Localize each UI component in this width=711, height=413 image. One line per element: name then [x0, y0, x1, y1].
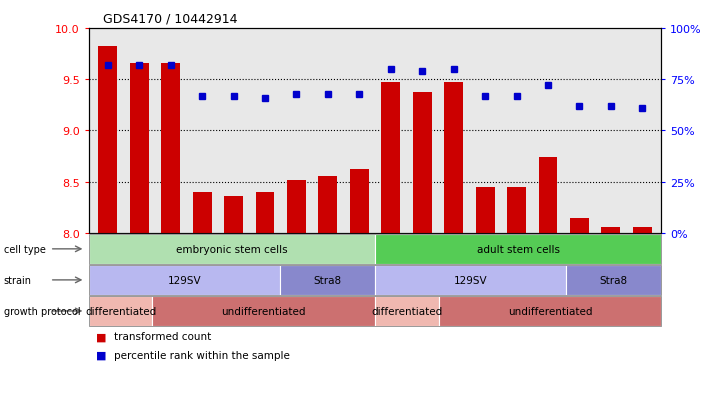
- Bar: [444, 83, 463, 233]
- Bar: [161, 64, 180, 233]
- Text: Stra8: Stra8: [314, 275, 341, 285]
- Bar: [129, 64, 149, 233]
- Text: percentile rank within the sample: percentile rank within the sample: [114, 350, 289, 360]
- Bar: [98, 47, 117, 233]
- Bar: [319, 176, 337, 233]
- Bar: [350, 170, 369, 233]
- Text: cell type: cell type: [4, 244, 46, 254]
- Text: 129SV: 129SV: [454, 275, 487, 285]
- Text: differentiated: differentiated: [371, 306, 442, 316]
- Text: strain: strain: [4, 275, 31, 285]
- Bar: [602, 227, 620, 233]
- Text: growth protocol: growth protocol: [4, 306, 80, 316]
- Bar: [633, 227, 652, 233]
- Bar: [193, 192, 212, 233]
- Bar: [381, 83, 400, 233]
- Bar: [413, 92, 432, 233]
- Text: Stra8: Stra8: [599, 275, 628, 285]
- Bar: [507, 188, 526, 233]
- Bar: [255, 192, 274, 233]
- Text: ■: ■: [96, 332, 107, 342]
- Bar: [476, 188, 495, 233]
- Text: transformed count: transformed count: [114, 332, 211, 342]
- Text: ■: ■: [96, 350, 107, 360]
- Bar: [224, 197, 243, 233]
- Text: undifferentiated: undifferentiated: [508, 306, 592, 316]
- Text: embryonic stem cells: embryonic stem cells: [176, 244, 288, 254]
- Text: differentiated: differentiated: [85, 306, 156, 316]
- Text: adult stem cells: adult stem cells: [476, 244, 560, 254]
- Text: undifferentiated: undifferentiated: [222, 306, 306, 316]
- Bar: [538, 158, 557, 233]
- Bar: [287, 180, 306, 233]
- Text: 129SV: 129SV: [168, 275, 201, 285]
- Text: GDS4170 / 10442914: GDS4170 / 10442914: [103, 12, 237, 25]
- Bar: [570, 218, 589, 233]
